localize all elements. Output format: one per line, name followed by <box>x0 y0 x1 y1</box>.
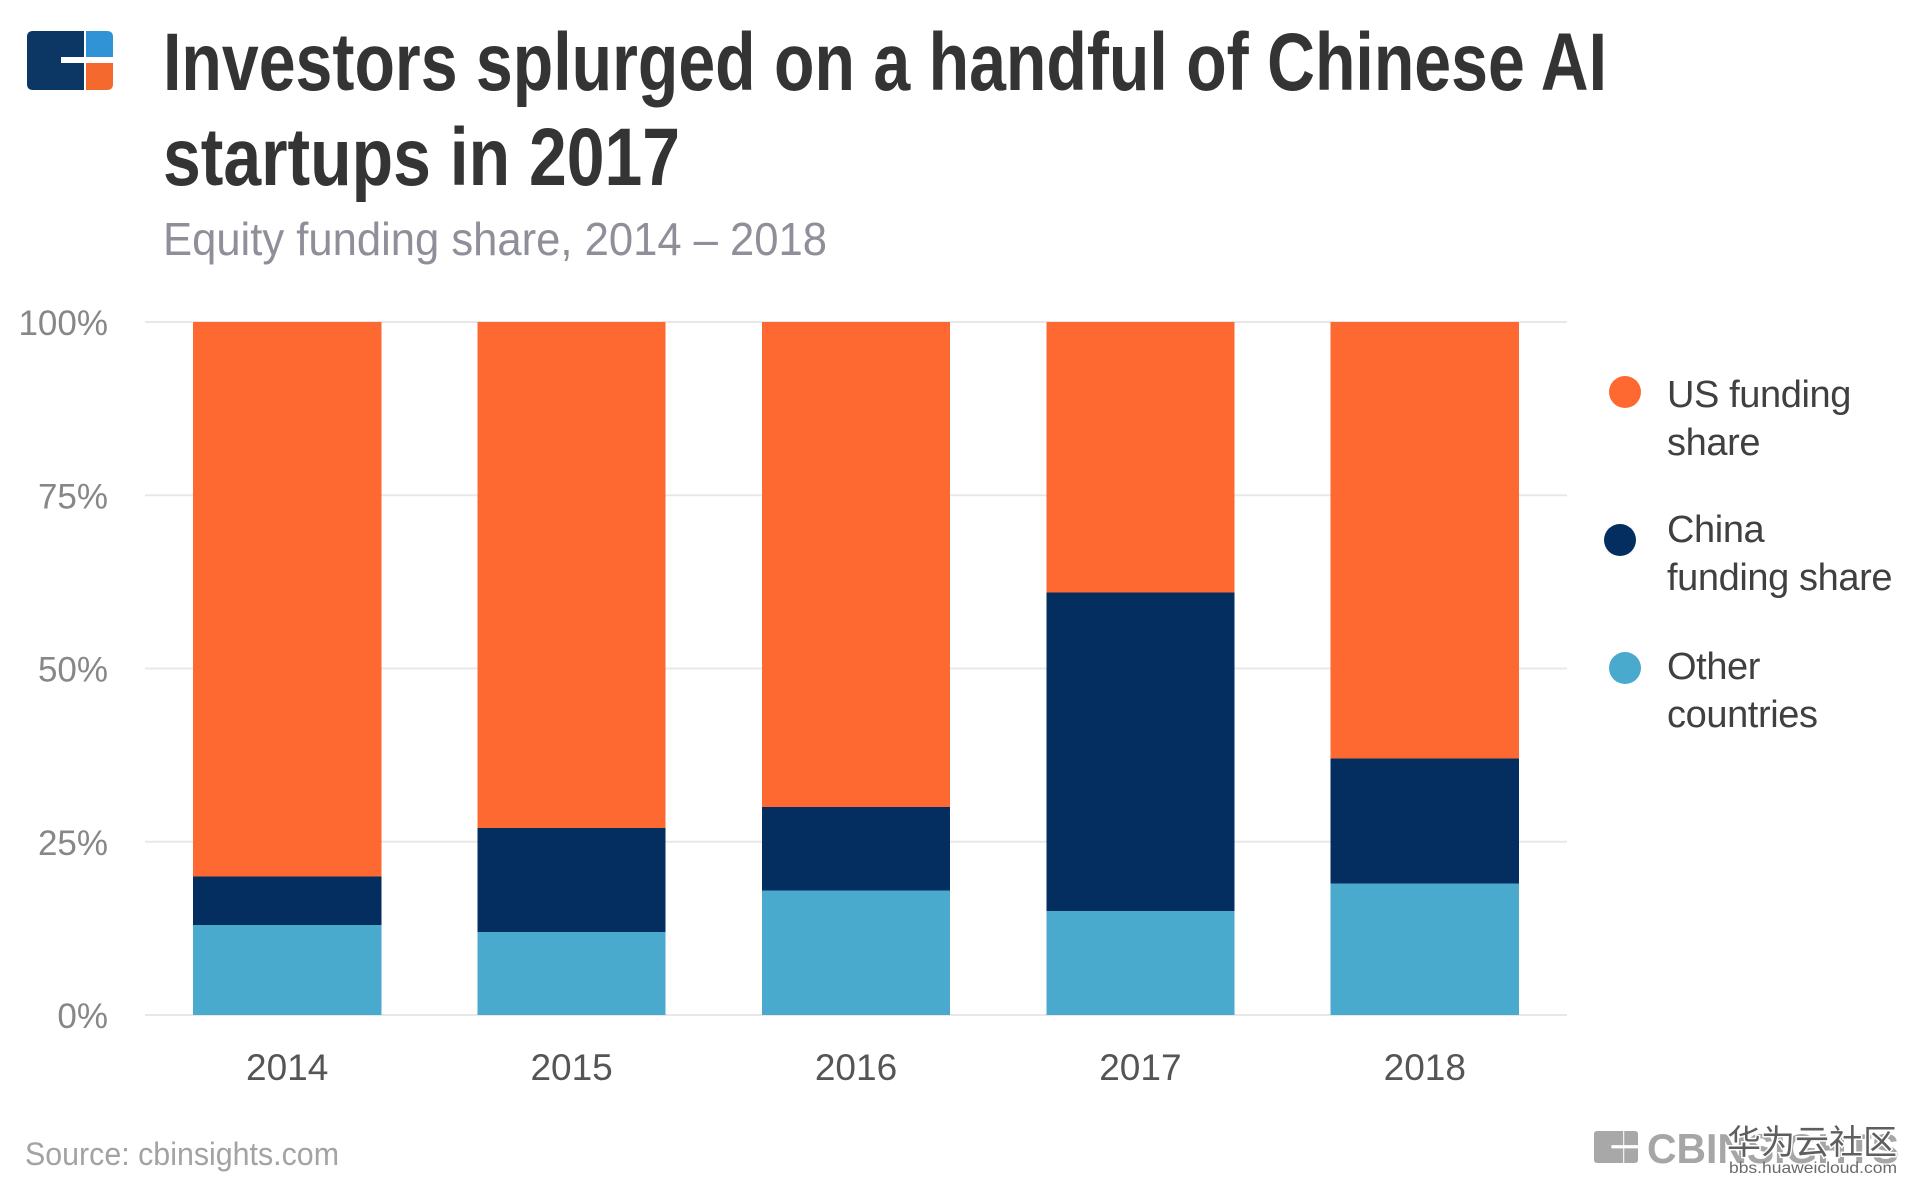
bar-2015-us-funding-share <box>477 322 666 828</box>
y-tick-label-50: 50% <box>38 651 108 690</box>
legend-item-china-funding-share: China funding share <box>1604 509 1892 599</box>
bar-2018-china-funding-share <box>1330 758 1519 884</box>
legend-label-line: countries <box>1667 694 1818 736</box>
legend-label-china: China funding share <box>1667 509 1892 599</box>
legend-label-other: Other countries <box>1667 646 1818 736</box>
bar-2017-other-countries <box>1046 911 1235 1015</box>
x-tick-label-2018: 2018 <box>1384 1047 1466 1088</box>
x-tick-label-2016: 2016 <box>815 1047 897 1088</box>
legend-label-us: US funding share <box>1667 374 1861 464</box>
legend-swatch-other <box>1609 652 1641 684</box>
watermark-site-name: 华为云社区 <box>1727 1124 1897 1162</box>
watermark: CBINSIGHTS 华为云社区 bbs.huaweicloud.com <box>1594 1123 1899 1177</box>
title-block: Investors splurged on a handful of Chine… <box>163 17 1607 265</box>
bar-2014-us-funding-share <box>193 322 382 877</box>
watermark-site-url: bbs.huaweicloud.com <box>1729 1160 1897 1177</box>
cb-insights-footer-logo-icon <box>1594 1131 1639 1163</box>
legend-swatch-us <box>1609 376 1641 408</box>
bar-2016-other-countries <box>761 890 951 1015</box>
chart-title-line-2: startups in 2017 <box>163 112 680 203</box>
legend-item-other-countries: Other countries <box>1609 646 1818 736</box>
y-axis-labels: 0% 25% 50% 75% 100% <box>18 304 108 1036</box>
y-tick-label-0: 0% <box>57 997 108 1036</box>
bar-2018-us-funding-share <box>1330 322 1519 759</box>
legend-label-line: Other <box>1667 646 1770 688</box>
bar-2016-us-funding-share <box>761 322 951 808</box>
bars <box>193 322 1519 1015</box>
cb-insights-logo-icon <box>27 31 113 90</box>
footer-logo-top-segment <box>1624 1131 1639 1146</box>
legend-swatch-china <box>1604 524 1636 556</box>
legend: US funding share China funding share Oth… <box>1604 374 1892 736</box>
chart-title-line-1: Investors splurged on a handful of Chine… <box>163 17 1607 108</box>
x-tick-label-2017: 2017 <box>1099 1047 1181 1088</box>
bar-2018-other-countries <box>1330 883 1519 1015</box>
x-tick-label-2014: 2014 <box>246 1047 328 1088</box>
logo-blue-segment <box>86 31 113 57</box>
x-tick-label-2015: 2015 <box>530 1047 612 1088</box>
bar-2015-other-countries <box>477 931 666 1015</box>
logo-orange-segment <box>86 63 113 90</box>
chart-subtitle: Equity funding share, 2014 – 2018 <box>163 213 827 265</box>
legend-label-line: funding share <box>1667 557 1892 599</box>
footer: Source: cbinsights.com <box>25 1136 339 1172</box>
cb-insights-wordmark: CBINSIGHTS <box>1647 1125 1899 1172</box>
footer-logo-left-segment <box>1594 1131 1624 1163</box>
bar-2015-china-funding-share <box>477 827 666 932</box>
chart-plot: 0% 25% 50% 75% 100% 2014 2015 2016 2017 2018 <box>18 304 1567 1088</box>
logo-navy-segment <box>27 31 84 90</box>
legend-label-line: China <box>1667 509 1774 551</box>
footer-logo-bottom-segment <box>1624 1148 1639 1163</box>
y-tick-label-25: 25% <box>38 824 108 863</box>
bar-2016-china-funding-share <box>761 807 951 891</box>
y-tick-label-75: 75% <box>38 477 108 516</box>
y-tick-label-100: 100% <box>18 304 108 343</box>
legend-label-line: share <box>1667 422 1760 464</box>
legend-label-line: US funding <box>1667 374 1861 416</box>
x-axis-labels: 2014 2015 2016 2017 2018 <box>246 1047 1466 1088</box>
bar-2014-other-countries <box>193 924 382 1015</box>
bar-2017-us-funding-share <box>1046 322 1235 593</box>
bar-2014-china-funding-share <box>193 876 382 925</box>
bar-2017-china-funding-share <box>1046 592 1235 912</box>
legend-item-us-funding-share: US funding share <box>1609 374 1862 464</box>
source-note: Source: cbinsights.com <box>25 1136 339 1172</box>
